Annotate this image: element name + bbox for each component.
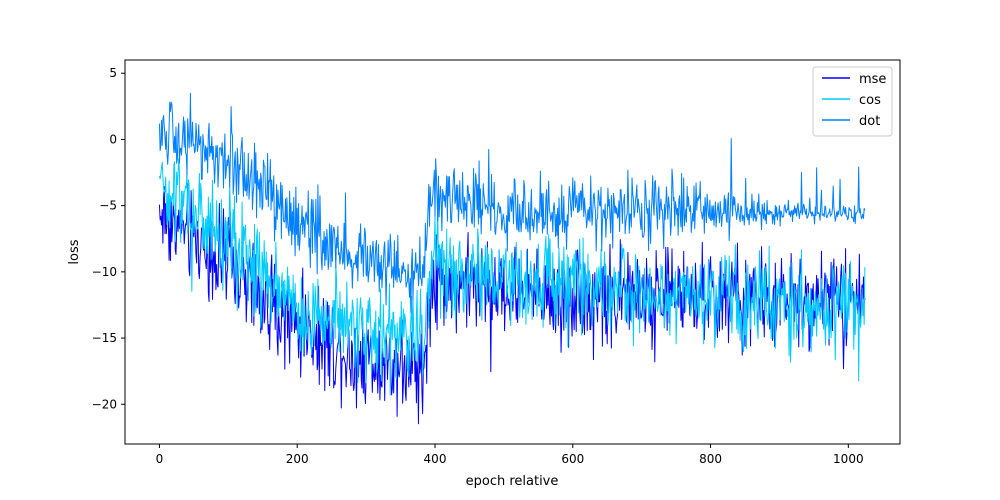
x-tick-label: 800 (699, 452, 722, 466)
legend: mse cos dot (812, 66, 893, 137)
y-tick-label: 0 (109, 132, 117, 146)
y-tick-label: −5 (99, 199, 117, 213)
x-tick-label: 600 (561, 452, 584, 466)
x-tick-label: 1000 (833, 452, 864, 466)
plot-frame (124, 59, 901, 445)
series-layer (158, 92, 866, 425)
y-tick-label: −20 (92, 397, 117, 411)
y-ticks: 5 0 −5 −10 −15 −20 (92, 66, 125, 411)
x-axis-label: epoch relative (466, 474, 559, 489)
series-line-dot (158, 92, 866, 314)
x-tick-label: 400 (424, 452, 447, 466)
legend-label-cos: cos (859, 93, 881, 108)
x-tick-label: 200 (286, 452, 309, 466)
y-tick-label: 5 (109, 66, 117, 80)
legend-box (812, 66, 893, 137)
y-tick-label: −15 (92, 331, 117, 345)
series-line-cos (158, 158, 866, 396)
y-tick-label: −10 (92, 265, 117, 279)
y-axis-label: loss (67, 239, 82, 264)
x-ticks: 0 200 400 600 800 1000 (156, 444, 864, 466)
x-tick-label: 0 (156, 452, 164, 466)
legend-label-dot: dot (859, 114, 880, 129)
legend-label-mse: mse (859, 72, 886, 87)
